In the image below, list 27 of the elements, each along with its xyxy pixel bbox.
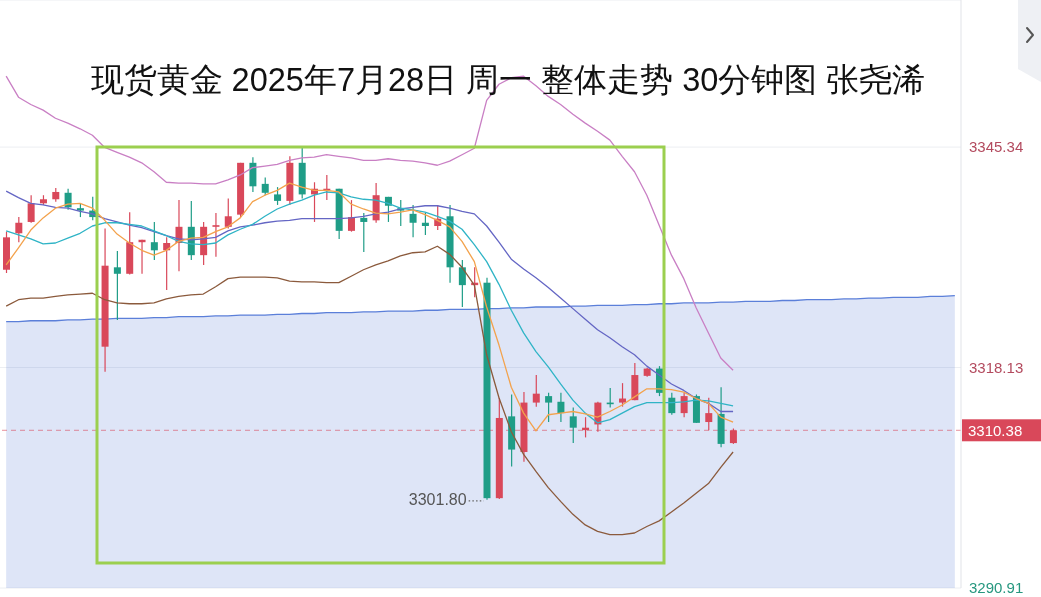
candlestick — [224, 197, 232, 230]
candlestick — [15, 216, 23, 243]
candlestick — [150, 221, 158, 261]
annotation: 3301.80 — [408, 490, 467, 508]
candlestick — [347, 199, 355, 233]
text: 现货黄金 2025年7月28日 周一 整体走势 30分钟图 张尧浠 — [89, 61, 927, 100]
candlestick — [557, 392, 565, 423]
candlestick — [569, 406, 577, 444]
candlestick — [668, 392, 676, 416]
candlestick — [212, 212, 220, 258]
candlestick — [532, 374, 540, 408]
candlestick — [360, 212, 368, 253]
ref-line-label: 3310.38 — [968, 421, 1023, 439]
candlestick — [680, 392, 688, 418]
candlestick — [705, 397, 713, 431]
candlestick — [545, 392, 553, 423]
line-series — [5, 245, 734, 536]
y-tick-label: 3345.34 — [969, 138, 1024, 156]
candlestick — [458, 259, 466, 308]
candlestick — [113, 250, 121, 321]
candlestick — [421, 212, 429, 236]
candlestick — [249, 156, 257, 193]
y-tick-label: 3290.91 — [969, 579, 1024, 597]
candlestick — [409, 204, 417, 238]
y-tick-label: 3318.13 — [969, 358, 1024, 376]
candlestick — [27, 194, 35, 224]
candlestick — [619, 382, 627, 408]
